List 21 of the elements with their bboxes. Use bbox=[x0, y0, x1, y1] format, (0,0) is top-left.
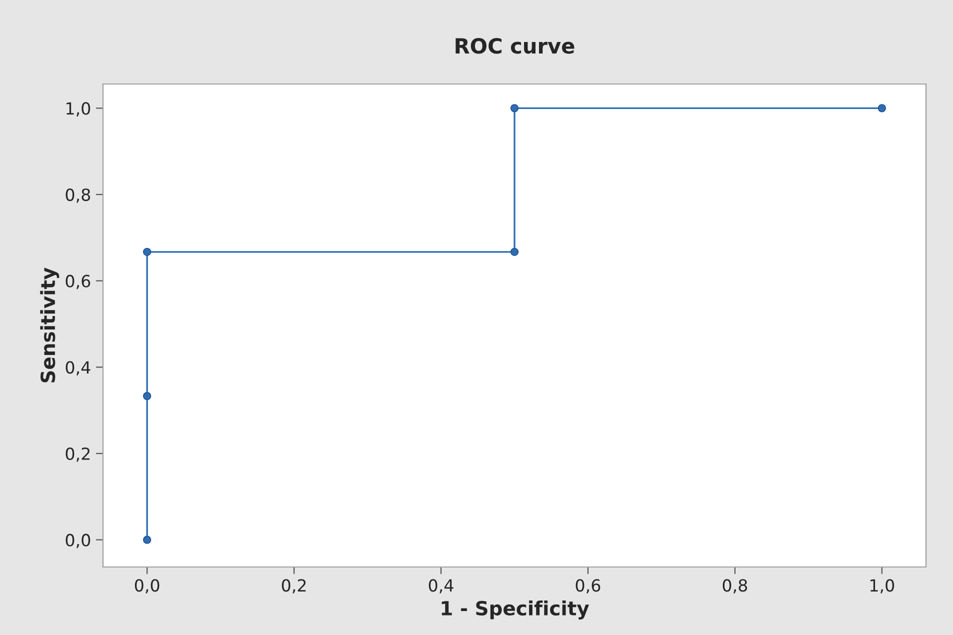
chart-title: ROC curve bbox=[456, 38, 574, 54]
y-tick-label: 0,0 bbox=[66, 534, 90, 548]
y-tick-label: 0,8 bbox=[66, 188, 90, 203]
x-tick-label: 0,4 bbox=[428, 579, 454, 594]
point bbox=[510, 248, 519, 256]
point bbox=[142, 392, 152, 400]
x-tick-label: 0,6 bbox=[576, 579, 600, 594]
y-tick-label: 0,4 bbox=[66, 361, 90, 376]
x-tick-label: 0,0 bbox=[134, 579, 160, 594]
point bbox=[878, 104, 886, 112]
y-tick-label: 0,6 bbox=[66, 274, 90, 290]
y-tick-label: 0,2 bbox=[66, 447, 90, 462]
point bbox=[510, 104, 519, 112]
y-tick-label: 1,0 bbox=[66, 102, 90, 116]
x-tick-label: 0,8 bbox=[722, 579, 748, 594]
x-tick-label: 1,0 bbox=[870, 579, 894, 594]
y-axis-title: Sensitivity bbox=[40, 268, 60, 382]
x-axis-title: 1 - Specificity bbox=[442, 600, 590, 620]
x-tick-label: 0,2 bbox=[282, 579, 306, 594]
point bbox=[142, 536, 152, 544]
point bbox=[142, 248, 152, 256]
